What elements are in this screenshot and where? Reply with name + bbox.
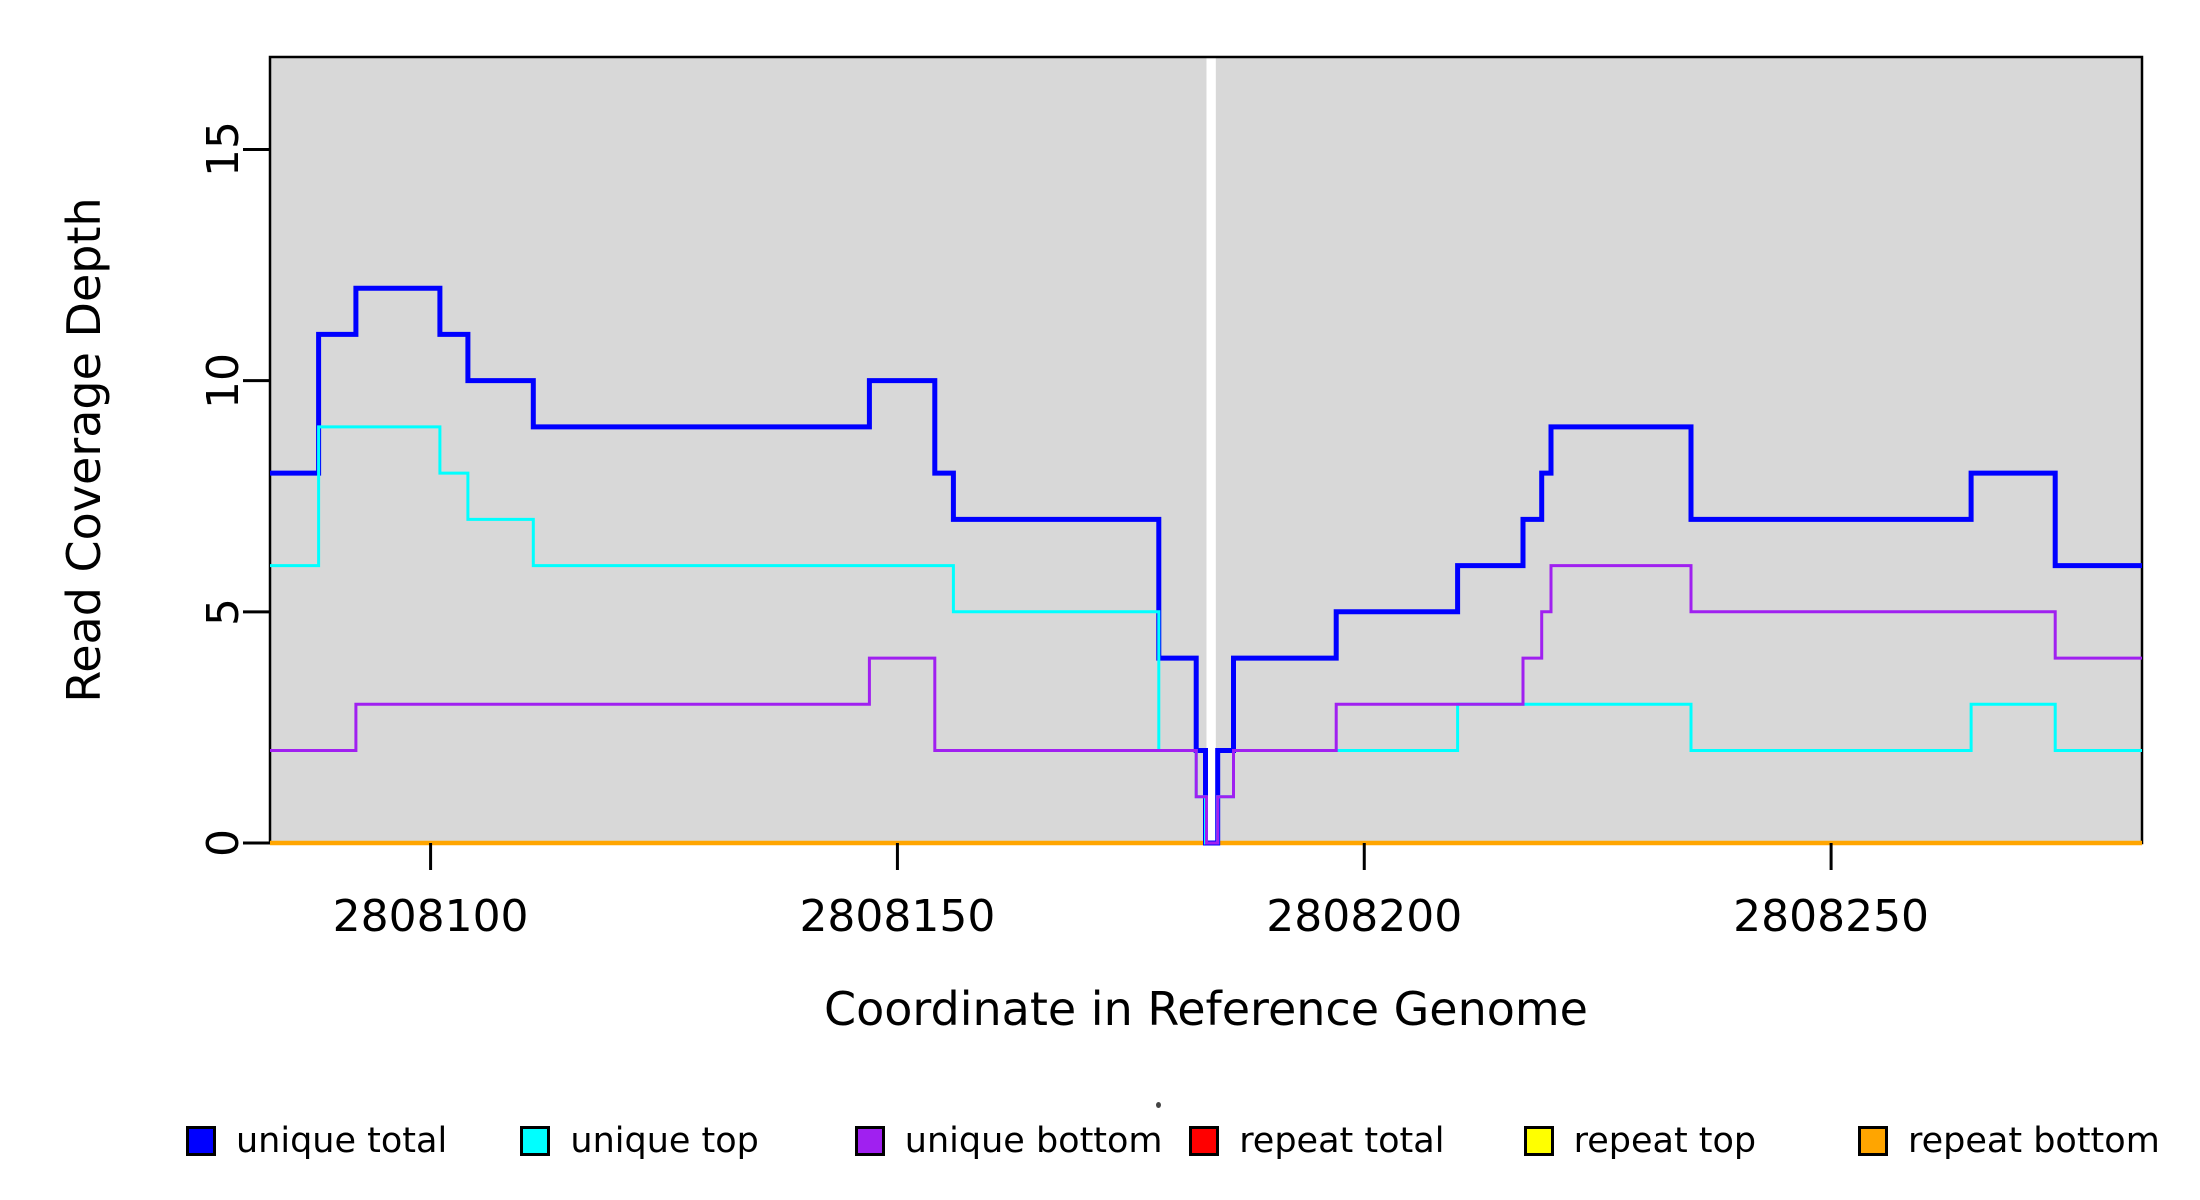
coverage-gap-band: [1206, 57, 1216, 843]
legend-label: unique total: [236, 1121, 448, 1161]
y-axis-label: Read Coverage Depth: [57, 197, 111, 703]
legend-label: repeat total: [1239, 1121, 1445, 1161]
legend-label: repeat top: [1573, 1121, 1757, 1161]
x-tick-label: 2808200: [1266, 891, 1463, 942]
legend-swatch-icon: [1858, 1126, 1888, 1156]
plot-background: [270, 57, 2142, 843]
legend-item-repeat-bottom: repeat bottom: [1858, 1121, 2160, 1161]
legend-label: repeat bottom: [1908, 1121, 2160, 1161]
y-tick-label: 10: [198, 352, 249, 409]
legend-item-unique-top: unique top: [520, 1121, 759, 1161]
stray-dot: [1156, 1102, 1161, 1108]
legend-item-repeat-total: repeat total: [1189, 1121, 1445, 1161]
legend-swatch-icon: [854, 1126, 885, 1156]
x-axis-label: Coordinate in Reference Genome: [824, 982, 1588, 1036]
x-tick-label: 2808150: [799, 891, 996, 942]
y-tick-label: 5: [198, 597, 249, 626]
legend-swatch-icon: [1189, 1126, 1220, 1156]
legend-item-unique-bottom: unique bottom: [854, 1121, 1163, 1161]
series-unique-bottom: [270, 564, 2142, 845]
legend-swatch-icon: [186, 1126, 216, 1156]
legend-label: unique bottom: [904, 1121, 1163, 1161]
y-tick-label: 0: [198, 829, 249, 857]
x-tick-label: 2808250: [1733, 891, 1930, 942]
legend-swatch-icon: [520, 1126, 551, 1156]
legend-item-repeat-top: repeat top: [1523, 1121, 1757, 1161]
legend-swatch-icon: [1523, 1126, 1554, 1156]
legend-label: unique top: [570, 1121, 759, 1161]
x-tick-label: 2808100: [332, 891, 529, 942]
y-tick-label: 15: [198, 121, 249, 178]
legend-item-unique-total: unique total: [186, 1121, 448, 1161]
